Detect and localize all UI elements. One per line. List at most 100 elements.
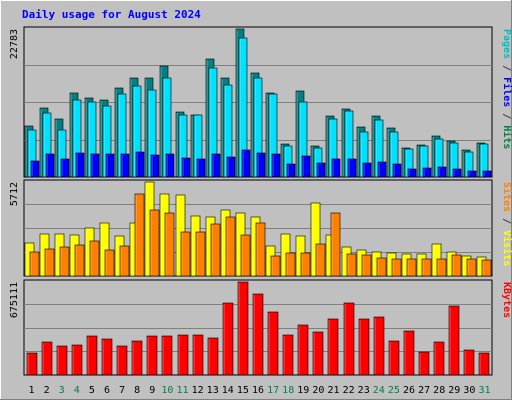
bar-sites-day-6 (104, 249, 115, 277)
x-tick-label-day-2: 2 (44, 385, 50, 396)
bar-sites-day-8 (134, 193, 145, 277)
bar-sites-day-13 (210, 223, 221, 277)
legend-entry: Files (501, 77, 512, 107)
bar-pages-day-3 (60, 158, 70, 178)
bar-sites-day-22 (346, 253, 357, 277)
bar-sites-day-1 (29, 251, 40, 277)
bar-pages-day-22 (347, 158, 357, 178)
bar-kbytes-day-7 (116, 345, 128, 376)
x-tick-label-day-14: 14 (222, 385, 234, 396)
bar-kbytes-day-29 (448, 305, 460, 376)
bar-pages-day-31 (482, 170, 492, 178)
y-max-label: 5712 (9, 182, 20, 206)
x-tick-label-day-28: 28 (433, 385, 445, 396)
panel-bottom: 675111 KBytes (9, 279, 512, 376)
bar-kbytes-day-1 (26, 352, 38, 376)
bar-visits-day-6 (99, 222, 110, 277)
x-tick-label-day-13: 13 (207, 385, 219, 396)
bar-kbytes-day-25 (388, 340, 400, 376)
bar-kbytes-day-6 (101, 338, 113, 376)
bar-kbytes-day-24 (373, 316, 385, 376)
x-tick-label-day-5: 5 (89, 385, 95, 396)
bar-pages-day-26 (407, 168, 417, 178)
bar-kbytes-day-13 (207, 337, 219, 376)
x-tick-label-day-15: 15 (237, 385, 249, 396)
bar-kbytes-day-30 (463, 349, 475, 376)
bar-sites-day-28 (436, 258, 447, 277)
x-tick-label-day-1: 1 (28, 385, 34, 396)
legend-entry: Visits (501, 230, 512, 266)
panel-middle: 5712 Sites / Visits (9, 179, 512, 277)
bar-kbytes-day-10 (161, 335, 173, 376)
bar-pages-day-2 (45, 153, 55, 178)
bar-sites-day-9 (149, 209, 160, 277)
bar-pages-day-12 (196, 158, 206, 178)
bar-pages-day-20 (316, 162, 326, 178)
bar-pages-day-18 (286, 163, 296, 178)
bar-pages-day-25 (392, 163, 402, 178)
bar-sites-day-31 (481, 259, 492, 277)
series-legend: Pages / Files / Hits (501, 29, 512, 149)
bar-kbytes-day-9 (146, 335, 158, 376)
x-tick-label-day-20: 20 (312, 385, 324, 396)
bar-pages-day-8 (135, 151, 145, 178)
x-tick-label-day-18: 18 (282, 385, 294, 396)
bar-pages-day-29 (452, 168, 462, 178)
x-tick-label-day-3: 3 (59, 385, 65, 396)
x-tick-label-day-22: 22 (343, 385, 355, 396)
x-tick-label-day-24: 24 (373, 385, 385, 396)
x-tick-label-day-9: 9 (149, 385, 155, 396)
bar-kbytes-day-19 (297, 324, 309, 376)
x-tick-label-day-29: 29 (448, 385, 460, 396)
x-tick-label-day-27: 27 (418, 385, 430, 396)
x-tick-label-day-31: 31 (478, 385, 490, 396)
bar-kbytes-day-3 (56, 345, 68, 376)
bar-sites-day-29 (451, 254, 462, 277)
y-max-label: 675111 (9, 282, 20, 318)
x-tick-label-day-25: 25 (388, 385, 400, 396)
bar-kbytes-day-26 (403, 330, 415, 376)
bar-kbytes-day-27 (418, 351, 430, 376)
chart-title: Daily usage for August 2024 (22, 8, 201, 21)
bar-pages-day-16 (256, 152, 266, 178)
bar-pages-day-5 (90, 153, 100, 178)
bar-pages-day-17 (271, 153, 281, 178)
legend-entry: / (501, 107, 512, 125)
x-tick-label-day-11: 11 (176, 385, 188, 396)
bar-pages-day-14 (226, 156, 236, 178)
bar-kbytes-day-20 (312, 331, 324, 376)
bar-sites-day-7 (119, 245, 130, 277)
bar-kbytes-day-2 (41, 341, 53, 376)
bar-kbytes-day-8 (131, 340, 143, 376)
bar-sites-day-26 (406, 258, 417, 277)
bar-sites-day-2 (44, 248, 55, 277)
x-tick-label-day-21: 21 (327, 385, 339, 396)
bar-kbytes-day-5 (86, 335, 98, 376)
bar-kbytes-day-21 (327, 318, 339, 376)
bar-pages-day-13 (211, 153, 221, 178)
bar-pages-day-10 (165, 153, 175, 178)
x-tick-label-day-6: 6 (104, 385, 110, 396)
bar-sites-day-11 (180, 231, 191, 277)
legend-entry: / (501, 212, 512, 230)
series-legend: Sites / Visits (501, 182, 512, 266)
bar-pages-day-9 (150, 154, 160, 178)
bar-pages-day-19 (301, 155, 311, 178)
bar-kbytes-day-14 (222, 302, 234, 376)
bar-sites-day-15 (240, 234, 251, 277)
bar-pages-day-4 (75, 152, 85, 178)
bar-kbytes-day-16 (252, 293, 264, 376)
bar-pages-day-15 (241, 149, 251, 178)
bar-sites-day-24 (376, 257, 387, 277)
y-max-label: 22783 (9, 29, 20, 59)
legend-entry: Hits (501, 125, 512, 149)
bar-sites-day-12 (195, 231, 206, 277)
bar-pages-day-24 (377, 161, 387, 178)
bar-pages-day-21 (331, 158, 341, 178)
bar-pages-day-27 (422, 167, 432, 178)
legend-entry: Pages (501, 29, 512, 59)
bar-pages-day-28 (437, 166, 447, 178)
bar-kbytes-day-31 (478, 352, 490, 376)
x-tick-label-day-23: 23 (358, 385, 370, 396)
